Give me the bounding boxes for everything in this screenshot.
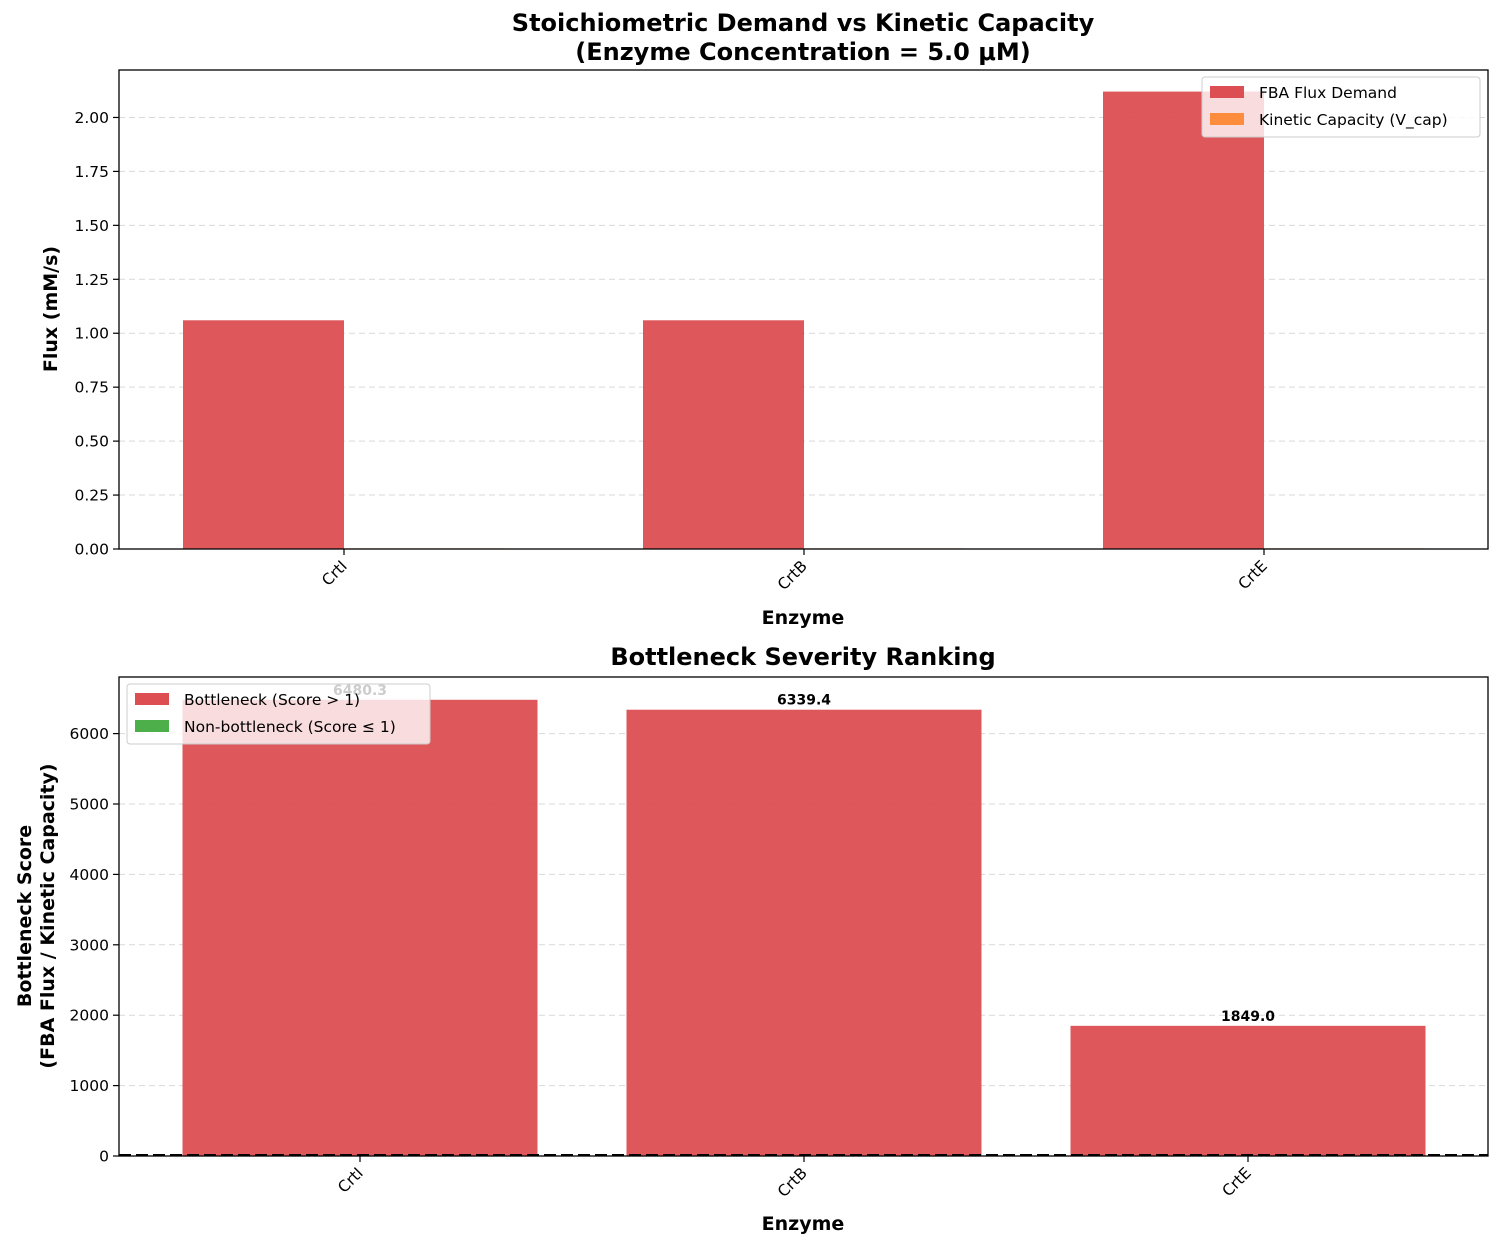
- chart1-x-tick-label: CrtE: [1235, 557, 1271, 593]
- chart1-subtitle: (Enzyme Concentration = 5.0 μM): [575, 38, 1030, 66]
- chart1-y-tick-label: 0.75: [74, 379, 109, 397]
- chart1-y-tick-label: 1.25: [74, 271, 109, 289]
- chart2-x-tick-label: CrtB: [774, 1164, 811, 1201]
- chart1-y-tick-label: 1.50: [74, 217, 109, 235]
- chart2-bars: [182, 699, 1426, 1156]
- chart2-y-ticks: 0 1000 2000 3000 4000 5000 6000: [70, 725, 119, 1166]
- chart2-x-tick-label: CrtE: [1219, 1164, 1255, 1200]
- chart2-y-tick-label: 0: [99, 1148, 109, 1166]
- chart1-y-axis-label: Flux (mM/s): [40, 246, 62, 372]
- chart1-y-tick-label: 0.00: [74, 541, 109, 559]
- chart2-y-tick-label: 4000: [70, 866, 109, 884]
- chart2-x-axis-label: Enzyme: [762, 1213, 845, 1235]
- chart1-legend-label-capacity: Kinetic Capacity (V_cap): [1259, 111, 1448, 130]
- chart1-bar-fba-flux-demand-crti: [183, 320, 344, 549]
- chart1-legend: FBA Flux Demand Kinetic Capacity (V_cap): [1201, 76, 1481, 138]
- chart1-y-ticks: 0.00 0.25 0.50 0.75 1.00 1.25 1.50 1.75 2.00: [74, 109, 119, 559]
- chart1-y-tick-label: 2.00: [74, 109, 109, 127]
- chart1-legend-label-demand: FBA Flux Demand: [1259, 84, 1397, 102]
- chart1-y-tick-label: 0.50: [74, 433, 109, 451]
- chart2-legend-swatch-bottleneck: [135, 693, 169, 705]
- chart1-bars: [183, 91, 1425, 550]
- chart1-bar-fba-flux-demand-crtb: [643, 320, 804, 549]
- chart2-legend-label-non-bottleneck: Non-bottleneck (Score ≤ 1): [184, 718, 396, 736]
- chart2-bar-crti: [182, 699, 538, 1156]
- chart2-x-tick-label: CrtI: [334, 1164, 366, 1196]
- chart2-legend-swatch-non-bottleneck: [135, 720, 169, 732]
- chart1-y-tick-label: 1.00: [74, 325, 109, 343]
- chart1-bar-fba-flux-demand-crte: [1103, 91, 1264, 550]
- chart1-x-axis-label: Enzyme: [762, 607, 845, 629]
- chart2-bar-crte: [1070, 1025, 1426, 1156]
- chart-bottleneck-ranking: Bottleneck Severity Ranking 0 1000 2000 300…: [14, 643, 1489, 1235]
- chart2-legend-label-bottleneck: Bottleneck (Score > 1): [184, 691, 360, 709]
- chart2-legend: Bottleneck (Score > 1) Non-bottleneck (S…: [126, 683, 431, 745]
- chart1-x-tick-label: CrtI: [318, 557, 350, 589]
- chart2-y-axis-label-line1: Bottleneck Score: [14, 825, 36, 1007]
- chart1-legend-swatch-capacity: [1210, 113, 1244, 125]
- chart2-data-label-crte: 1849.0: [1221, 1009, 1275, 1025]
- chart2-y-tick-label: 3000: [70, 936, 109, 954]
- chart2-y-tick-label: 2000: [70, 1007, 109, 1025]
- chart1-y-tick-label: 0.25: [74, 487, 109, 505]
- chart2-title: Bottleneck Severity Ranking: [610, 643, 995, 671]
- chart1-x-ticks: CrtI CrtB CrtE: [318, 549, 1271, 594]
- chart1-legend-swatch-demand: [1210, 86, 1244, 98]
- chart-demand-vs-capacity: Stoichiometric Demand vs Kinetic Capacit…: [40, 9, 1489, 629]
- chart2-y-axis-label-line2: (FBA Flux / Kinetic Capacity): [37, 763, 59, 1068]
- chart1-title: Stoichiometric Demand vs Kinetic Capacit…: [512, 9, 1095, 37]
- chart2-y-tick-label: 5000: [70, 796, 109, 814]
- chart1-legend-box: [1201, 76, 1481, 138]
- chart2-legend-box: [126, 683, 431, 745]
- chart2-y-tick-label: 6000: [70, 725, 109, 743]
- chart2-y-tick-label: 1000: [70, 1077, 109, 1095]
- chart2-data-label-crtb: 6339.4: [777, 693, 831, 709]
- chart2-bar-crtb: [626, 709, 982, 1156]
- chart2-x-ticks: CrtI CrtB CrtE: [334, 1156, 1255, 1201]
- chart1-y-tick-label: 1.75: [74, 163, 109, 181]
- chart1-x-tick-label: CrtB: [774, 557, 811, 594]
